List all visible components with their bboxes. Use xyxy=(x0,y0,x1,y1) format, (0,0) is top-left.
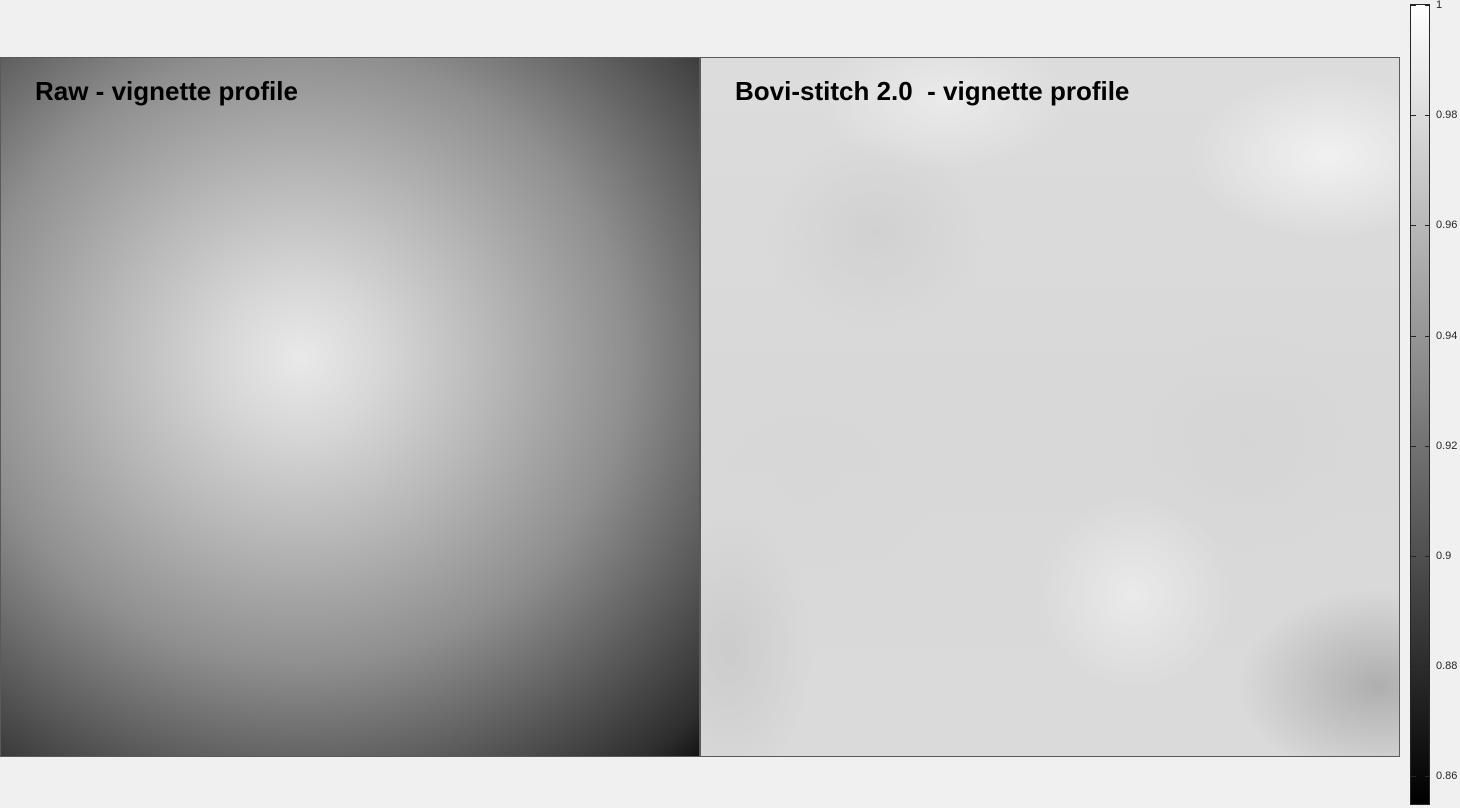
colorbar-tick-label: 0.92 xyxy=(1436,439,1458,452)
colorbar-tick-mark-left xyxy=(1411,115,1416,117)
colorbar-tick-mark-left xyxy=(1411,5,1416,6)
colorbar-tick-mark-left xyxy=(1411,666,1416,668)
colorbar-tick-mark-left xyxy=(1411,445,1416,447)
raw-vignette-heatmap: Raw - vignette profile xyxy=(0,57,700,757)
colorbar-tick-label: 0.98 xyxy=(1436,109,1458,122)
colorbar-tick-mark xyxy=(1425,115,1430,117)
raw-panel-title: Raw - vignette profile xyxy=(35,76,298,106)
colorbar-tick-mark xyxy=(1425,5,1430,6)
colorbar-tick-label: 0.86 xyxy=(1436,770,1458,783)
colorbar-tick-label: 0.88 xyxy=(1436,660,1458,673)
colorbar-tick-mark xyxy=(1425,776,1430,778)
colorbar-tick-mark-left xyxy=(1411,776,1416,778)
colorbar-tick-mark xyxy=(1425,666,1430,668)
colorbar-tick-mark-left xyxy=(1411,335,1416,337)
colorbar-tick-mark-left xyxy=(1411,225,1416,227)
bovi-panel-title: Bovi-stitch 2.0 - vignette profile xyxy=(735,76,1130,106)
colorbar xyxy=(1410,4,1430,805)
colorbar-tick-mark xyxy=(1425,445,1430,447)
colorbar-tick-label: 0.96 xyxy=(1436,219,1458,232)
raw-heatmap-image xyxy=(1,58,699,756)
colorbar-tick-mark-left xyxy=(1411,556,1416,558)
colorbar-tick-label: 1 xyxy=(1436,0,1443,11)
bovi-vignette-heatmap: Bovi-stitch 2.0 - vignette profile xyxy=(700,57,1400,757)
colorbar-tick-mark xyxy=(1425,225,1430,227)
colorbar-tick-label: 0.94 xyxy=(1436,329,1458,342)
colorbar-tick-mark xyxy=(1425,556,1430,558)
colorbar-tick-label: 0.9 xyxy=(1436,550,1452,563)
colorbar-tick-mark xyxy=(1425,335,1430,337)
bovi-heatmap-image xyxy=(701,58,1399,756)
